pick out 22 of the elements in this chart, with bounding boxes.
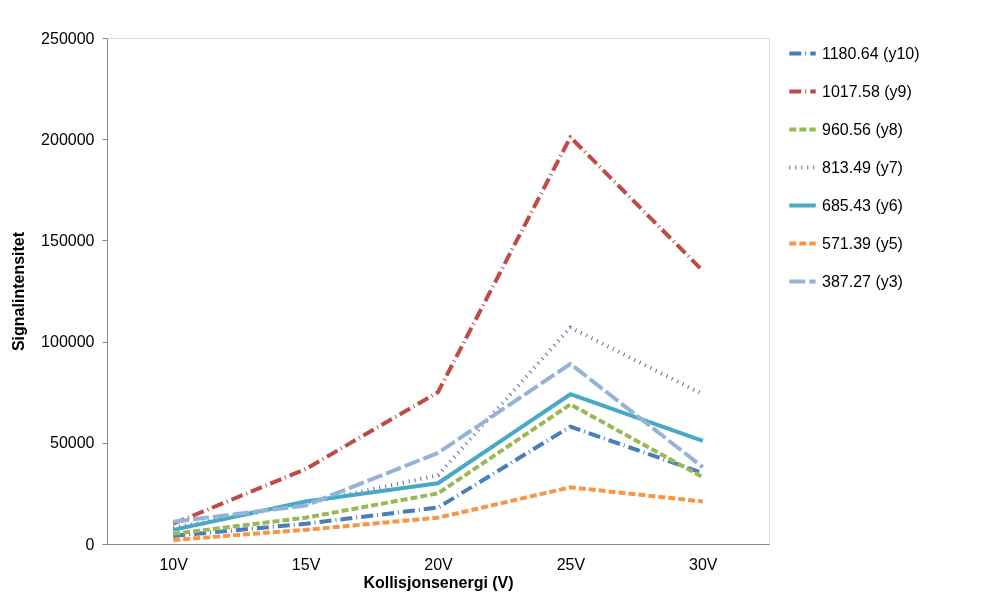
x-tick-label: 30V xyxy=(689,555,718,573)
x-tick-label: 10V xyxy=(159,555,189,573)
legend-label: 571.39 (y5) xyxy=(822,234,903,252)
y-tick-label: 50000 xyxy=(50,434,95,452)
y-tick-label: 100000 xyxy=(41,333,95,351)
x-tick-label: 25V xyxy=(556,555,586,573)
x-axis-title: Kollisjonsenergi (V) xyxy=(363,573,514,591)
legend-label: 1180.64 (y10) xyxy=(822,44,920,62)
legend-label: 387.27 (y3) xyxy=(822,272,903,290)
x-tick-label: 15V xyxy=(291,555,321,573)
line-series xyxy=(171,361,705,524)
y-axis-title: Signalintensitet xyxy=(10,231,28,352)
y-tick-label: 200000 xyxy=(41,130,95,148)
legend-label: 1017.58 (y9) xyxy=(822,82,912,100)
x-tick-label: 20V xyxy=(424,555,454,573)
y-tick-label: 150000 xyxy=(41,231,95,249)
legend-label: 813.49 (y7) xyxy=(822,158,903,176)
line-series xyxy=(171,485,705,542)
y-tick-label: 250000 xyxy=(41,29,95,47)
y-tick-label: 0 xyxy=(85,535,95,553)
legend-label: 685.43 (y6) xyxy=(822,196,903,214)
legend-label: 960.56 (y8) xyxy=(822,120,903,138)
